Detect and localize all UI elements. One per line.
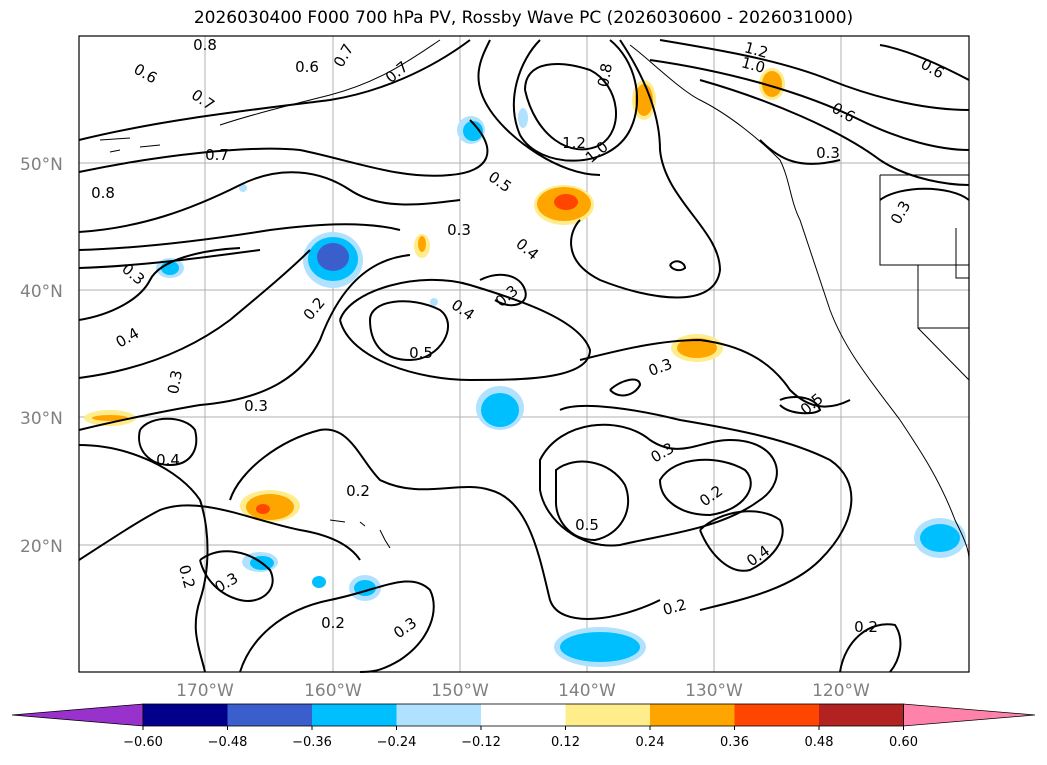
contour-label: 1.0 — [739, 53, 767, 77]
contour-label: 1.2 — [742, 38, 770, 62]
coastline — [99, 39, 970, 561]
colorbar-segment — [734, 704, 820, 726]
colorbar-segment — [650, 704, 735, 726]
contour-label: 0.5 — [409, 344, 433, 362]
colorbar-tick-label: 0.12 — [551, 735, 580, 750]
longitude-labels: 170°W 160°W 150°W 140°W 130°W 120°W — [176, 681, 870, 701]
colorbar-tick-label: −0.48 — [208, 735, 248, 750]
colorbar-frame — [142, 703, 904, 727]
map-frame — [78, 35, 970, 673]
pc-shading — [84, 68, 966, 667]
colorbar-tick-label: −0.36 — [292, 735, 332, 750]
plot-title: 2026030400 F000 700 hPa PV, Rossby Wave … — [193, 8, 854, 28]
lon-label-140w: 140°W — [558, 681, 616, 701]
colorbar-segment — [312, 704, 397, 726]
contour-label: 0.8 — [193, 36, 217, 54]
contour-label: 0.8 — [594, 62, 616, 89]
contour-label: 0.6 — [295, 58, 319, 76]
colorbar: −0.60 −0.48 −0.36 −0.24 −0.12 0.12 0.24 0.36 0.4… — [11, 703, 1036, 750]
contour-label: 0.2 — [321, 614, 345, 632]
colorbar-segment — [819, 704, 904, 726]
contour-label: 0.3 — [244, 397, 268, 415]
contour-label: 0.2 — [854, 618, 878, 636]
contour-label: 0.2 — [175, 563, 199, 591]
contour-label: 0.7 — [205, 146, 229, 164]
colorbar-tick-label: 0.60 — [889, 735, 918, 750]
map-background — [79, 36, 969, 672]
contour-label: 0.2 — [346, 482, 370, 500]
lat-label-40n: 40°N — [20, 282, 63, 302]
lon-label-170w: 170°W — [176, 681, 234, 701]
pv-contours — [78, 39, 970, 673]
colorbar-tick-label: −0.12 — [461, 735, 501, 750]
colorbar-extend-min — [11, 703, 144, 727]
colorbar-segment — [227, 704, 313, 726]
colorbar-tick-label: 0.48 — [805, 735, 834, 750]
colorbar-segment — [143, 704, 228, 726]
contour-label: 0.3 — [164, 369, 186, 396]
colorbar-tick-label: 0.24 — [636, 735, 665, 750]
colorbar-tick-label: −0.24 — [377, 735, 417, 750]
contour-label: 0.4 — [156, 451, 180, 469]
lon-label-120w: 120°W — [812, 681, 870, 701]
colorbar-tick-label: 0.36 — [720, 735, 749, 750]
contour-label: 0.5 — [575, 516, 599, 534]
colorbar-segment — [565, 704, 651, 726]
colorbar-segment — [481, 704, 566, 726]
contour-label: 1.2 — [562, 134, 586, 152]
colorbar-extend-max — [903, 703, 1036, 727]
lat-label-20n: 20°N — [20, 537, 63, 557]
contour-label: 0.2 — [661, 595, 689, 619]
contour-label: 0.3 — [816, 144, 840, 162]
colorbar-segment — [396, 704, 482, 726]
lon-label-150w: 150°W — [431, 681, 489, 701]
latitude-labels: 50°N 40°N 30°N 20°N — [20, 155, 63, 557]
lat-label-30n: 30°N — [20, 409, 63, 429]
lon-label-130w: 130°W — [685, 681, 743, 701]
contour-label: 0.8 — [91, 184, 115, 202]
contour-label: 0.3 — [447, 221, 471, 239]
lat-label-50n: 50°N — [20, 155, 63, 175]
lon-label-160w: 160°W — [304, 681, 362, 701]
colorbar-tick-label: −0.60 — [123, 735, 163, 750]
